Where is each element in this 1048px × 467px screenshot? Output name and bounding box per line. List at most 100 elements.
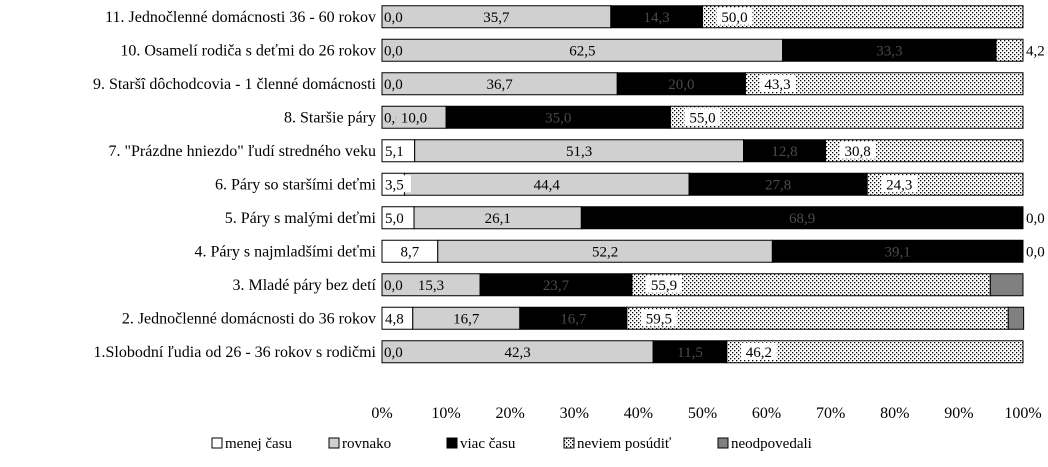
data-label-bg: [395, 242, 424, 260]
data-label: 12,8: [771, 144, 797, 160]
legend-label: neviem posúdiť: [577, 436, 672, 452]
data-label-bg: [663, 74, 700, 92]
data-label-bg: [478, 7, 515, 25]
category-label: 1.Slobodní ľudia od 26 - 36 rokov s rodi…: [94, 344, 377, 361]
legend-swatch: [211, 437, 223, 449]
data-label: 35,0: [545, 110, 571, 126]
data-label: 43,3: [764, 77, 790, 93]
data-label: 16,7: [453, 311, 480, 327]
legend-label: neodpovedali: [731, 436, 812, 452]
data-label: 16,7: [560, 311, 587, 327]
data-label: 14,3: [644, 10, 670, 26]
bar-segment: [669, 105, 1024, 129]
data-label-bg: [587, 242, 624, 260]
bar-segment: [726, 340, 1024, 364]
data-label: 20,0: [668, 77, 694, 93]
data-label: 50,0: [721, 10, 747, 26]
x-tick-label: 0%: [371, 405, 392, 422]
bar-segment: [631, 273, 991, 297]
data-label-bg: [564, 41, 601, 59]
x-tick-label: 70%: [816, 405, 845, 422]
data-label: 62,5: [569, 43, 595, 59]
data-label-bg: [448, 309, 485, 327]
data-label-bg: [645, 275, 682, 293]
data-labels-layer: 0,0 35,7 14,3 50,0 0,0 62,5 33,3 4,2 0,0 36,7 20,0…: [383, 7, 1048, 361]
data-label: 55,0: [689, 110, 715, 126]
bar-segment: [626, 306, 1009, 330]
legend-label: rovnako: [342, 436, 391, 452]
data-label: 30,8: [844, 144, 870, 160]
x-tick-labels-layer: 0% 10% 20% 30% 40% 50% 60% 70% 80% 90% 100%: [371, 405, 1041, 422]
data-label-bg: [383, 175, 411, 193]
data-label: 51,3: [566, 144, 592, 160]
data-label-bg: [555, 309, 592, 327]
data-label-bg: [1024, 41, 1048, 59]
category-label: 11. Jednočlenné domácnosti 36 - 60 rokov: [105, 9, 376, 26]
x-tick-label: 80%: [880, 405, 909, 422]
data-label-bg: [383, 309, 411, 327]
legend-label: menej času: [225, 436, 293, 452]
data-label: 52,2: [592, 244, 618, 260]
legend-swatch: [563, 437, 575, 449]
data-label: 55,9: [651, 278, 677, 294]
data-label: 59,5: [646, 311, 672, 327]
legend-swatch: [328, 437, 340, 449]
data-label-bg: [784, 208, 821, 226]
category-label: 10. Osamelí rodiča s deťmi do 26 rokov: [120, 42, 376, 59]
bars-layer: [381, 5, 1025, 364]
data-label-bg: [759, 74, 796, 92]
data-label: 33,3: [876, 43, 902, 59]
data-label: 5,1: [385, 144, 404, 160]
data-label: 15,3: [418, 278, 444, 294]
category-label: 5. Páry s malými deťmi: [225, 210, 377, 227]
data-label: 26,1: [485, 211, 511, 227]
bar-segment: [995, 38, 1024, 62]
legend-swatch: [446, 437, 458, 449]
data-label-bg: [879, 242, 916, 260]
category-label: 8. Staršie páry: [284, 109, 376, 126]
category-labels-layer: 11. Jednočlenné domácnosti 36 - 60 rokov…: [93, 9, 377, 361]
bar-segment: [1007, 306, 1025, 330]
data-label: 39,1: [885, 244, 911, 260]
data-label-bg: [760, 175, 797, 193]
data-label: 0,0: [1026, 244, 1045, 260]
data-label-bg: [871, 41, 908, 59]
data-label: 8,7: [401, 244, 420, 260]
data-label-bg: [684, 108, 721, 126]
data-label-bg: [413, 275, 450, 293]
data-label: 10,0: [401, 110, 427, 126]
data-label: 0,0: [384, 77, 403, 93]
data-label-bg: [638, 7, 675, 25]
data-label-bg: [766, 141, 803, 159]
data-label: 46,2: [746, 345, 772, 361]
data-label-bg: [561, 141, 598, 159]
data-label-bg: [740, 342, 777, 360]
data-label: 0,0: [1026, 211, 1045, 227]
data-label-bg: [716, 7, 753, 25]
data-label-bg: [528, 175, 565, 193]
data-label: 23,7: [543, 278, 570, 294]
x-tick-label: 60%: [752, 405, 781, 422]
x-tick-label: 40%: [624, 405, 653, 422]
data-label: 11,5: [677, 345, 703, 361]
category-label: 2. Jednočlenné domácnosti do 36 rokov: [122, 310, 376, 327]
data-label-bg: [383, 208, 411, 226]
data-label: 24,3: [886, 177, 912, 193]
data-label: 27,8: [765, 177, 791, 193]
data-label: 0,0: [384, 278, 403, 294]
data-label: 0,0: [384, 10, 403, 26]
data-label: 0,0: [384, 345, 403, 361]
data-label: 5,0: [385, 211, 404, 227]
data-label-bg: [672, 342, 709, 360]
legend-swatch: [717, 437, 729, 449]
x-tick-label: 100%: [1004, 405, 1041, 422]
x-tick-label: 10%: [431, 405, 460, 422]
bar-segment: [702, 5, 1024, 29]
x-tick-label: 50%: [688, 405, 717, 422]
data-label: 44,4: [534, 177, 561, 193]
category-label: 3. Mladé páry bez detí: [233, 277, 377, 294]
data-label: 3,5: [385, 177, 404, 193]
data-label-bg: [383, 141, 411, 159]
